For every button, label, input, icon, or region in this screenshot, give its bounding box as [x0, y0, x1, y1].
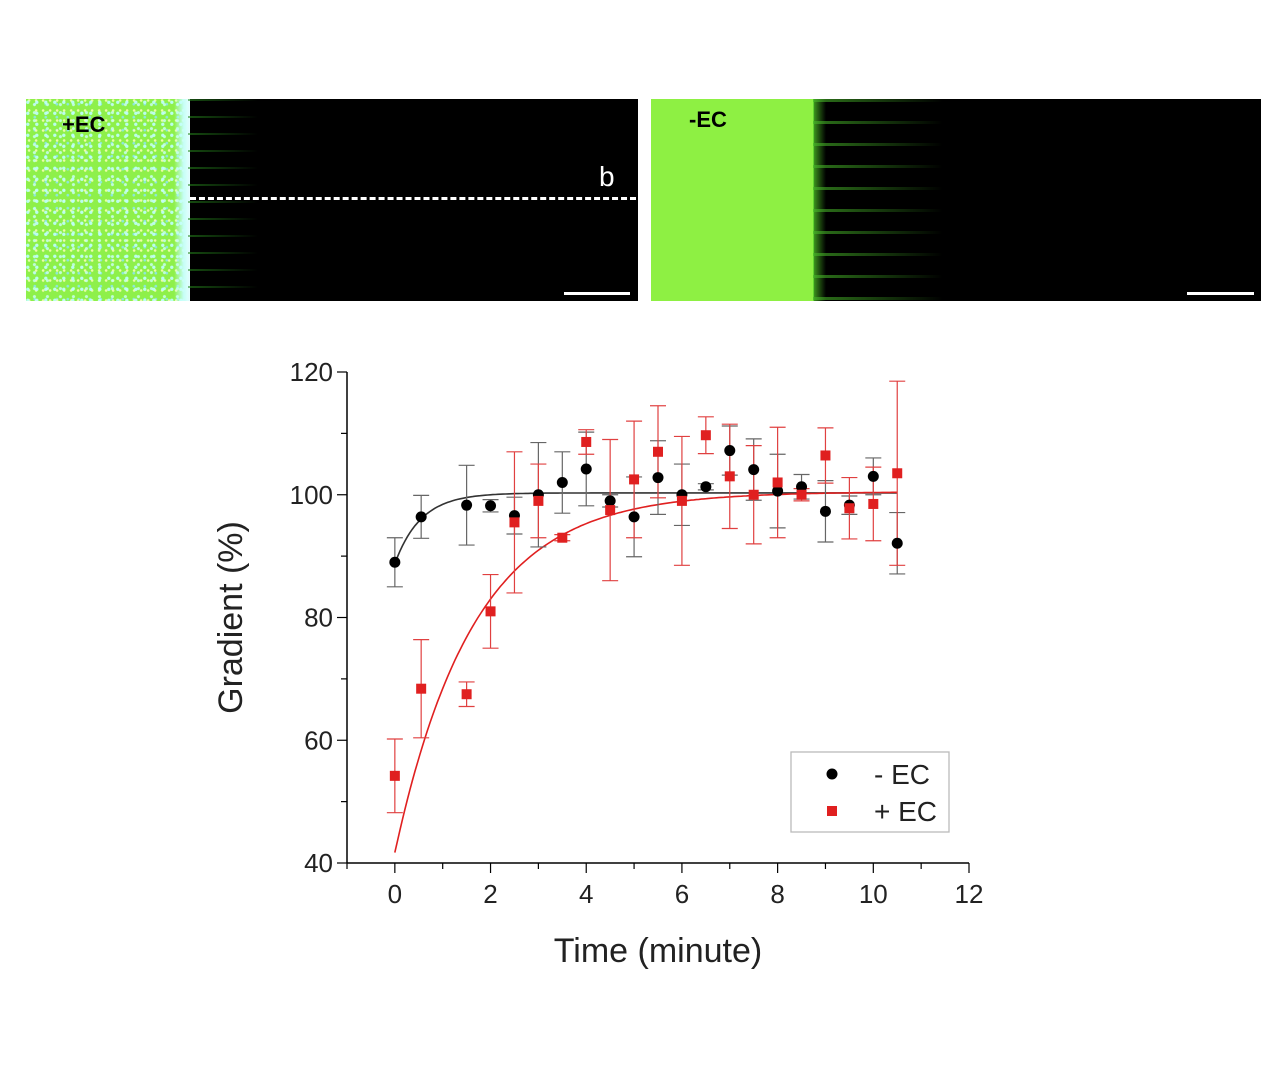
x-tick-label: 6 — [675, 879, 689, 909]
data-point-plus-ec — [605, 505, 616, 516]
data-point-minus-ec — [796, 481, 808, 493]
data-point-minus-ec — [389, 556, 401, 568]
data-point-plus-ec — [772, 477, 783, 488]
data-point-plus-ec — [653, 446, 663, 457]
data-point-minus-ec — [652, 472, 664, 484]
data-point-minus-ec — [415, 511, 427, 523]
micrograph-plus-ec: +EC b — [26, 99, 638, 301]
data-point-plus-ec — [724, 471, 735, 482]
micrograph-minus-ec: -EC — [651, 99, 1261, 301]
x-tick-label: 0 — [388, 879, 402, 909]
data-point-plus-ec — [748, 489, 759, 500]
data-point-minus-ec — [724, 445, 736, 457]
data-point-plus-ec — [844, 503, 855, 514]
endothelial-cell-layer — [26, 99, 188, 301]
data-point-minus-ec — [819, 505, 831, 517]
data-point-minus-ec — [891, 537, 903, 549]
data-point-plus-ec — [557, 532, 568, 543]
y-tick-label: 80 — [304, 603, 333, 633]
data-point-minus-ec — [485, 500, 497, 512]
measurement-dashed-line — [190, 197, 636, 200]
data-point-plus-ec — [892, 468, 903, 479]
data-point-plus-ec — [700, 430, 711, 441]
channel-fluorescence — [188, 99, 258, 301]
cell-layer-edge — [174, 99, 190, 301]
data-point-plus-ec — [485, 606, 496, 617]
y-tick-label: 60 — [304, 725, 333, 755]
legend-marker-plus-ec — [827, 806, 837, 816]
scale-bar — [564, 292, 630, 295]
data-point-plus-ec — [461, 689, 472, 700]
data-point-minus-ec — [748, 464, 760, 476]
data-point-plus-ec — [416, 683, 427, 694]
x-tick-label: 2 — [483, 879, 497, 909]
data-point-minus-ec — [628, 511, 640, 523]
x-tick-label: 10 — [859, 879, 888, 909]
y-tick-label: 40 — [304, 848, 333, 878]
data-point-plus-ec — [581, 436, 592, 447]
data-point-minus-ec — [867, 470, 879, 482]
data-point-plus-ec — [533, 495, 544, 506]
data-point-minus-ec — [580, 463, 592, 475]
fluorescent-region — [651, 99, 814, 301]
data-point-plus-ec — [509, 517, 520, 528]
panel-label-minus-ec: -EC — [689, 107, 727, 132]
data-point-minus-ec — [604, 495, 616, 507]
channel-fluorescence — [813, 99, 943, 301]
measurement-line-label: b — [599, 161, 615, 192]
data-point-minus-ec — [700, 481, 712, 493]
data-point-minus-ec — [461, 499, 473, 511]
data-point-minus-ec — [556, 476, 568, 488]
y-tick-label: 120 — [290, 357, 333, 387]
legend-label-minus-ec: - EC — [874, 759, 930, 790]
x-tick-label: 4 — [579, 879, 593, 909]
data-point-plus-ec — [676, 495, 687, 506]
legend-marker-minus-ec — [826, 768, 838, 780]
data-point-minus-ec — [772, 485, 784, 497]
x-tick-label: 8 — [770, 879, 784, 909]
data-point-plus-ec — [868, 498, 879, 509]
scale-bar — [1187, 292, 1254, 295]
data-point-plus-ec — [389, 770, 400, 781]
legend-label-plus-ec: + EC — [874, 796, 937, 827]
y-tick-label: 100 — [290, 480, 333, 510]
x-axis-title: Time (minute) — [554, 932, 762, 970]
data-point-plus-ec — [796, 489, 807, 500]
y-axis-title: Gradient (%) — [212, 521, 250, 714]
x-tick-label: 12 — [955, 879, 984, 909]
legend-box — [790, 751, 950, 833]
data-point-plus-ec — [820, 450, 831, 461]
panel-label-plus-ec: +EC — [62, 112, 106, 137]
data-point-plus-ec — [629, 474, 640, 485]
fit-curve-plus-ec — [394, 491, 898, 853]
